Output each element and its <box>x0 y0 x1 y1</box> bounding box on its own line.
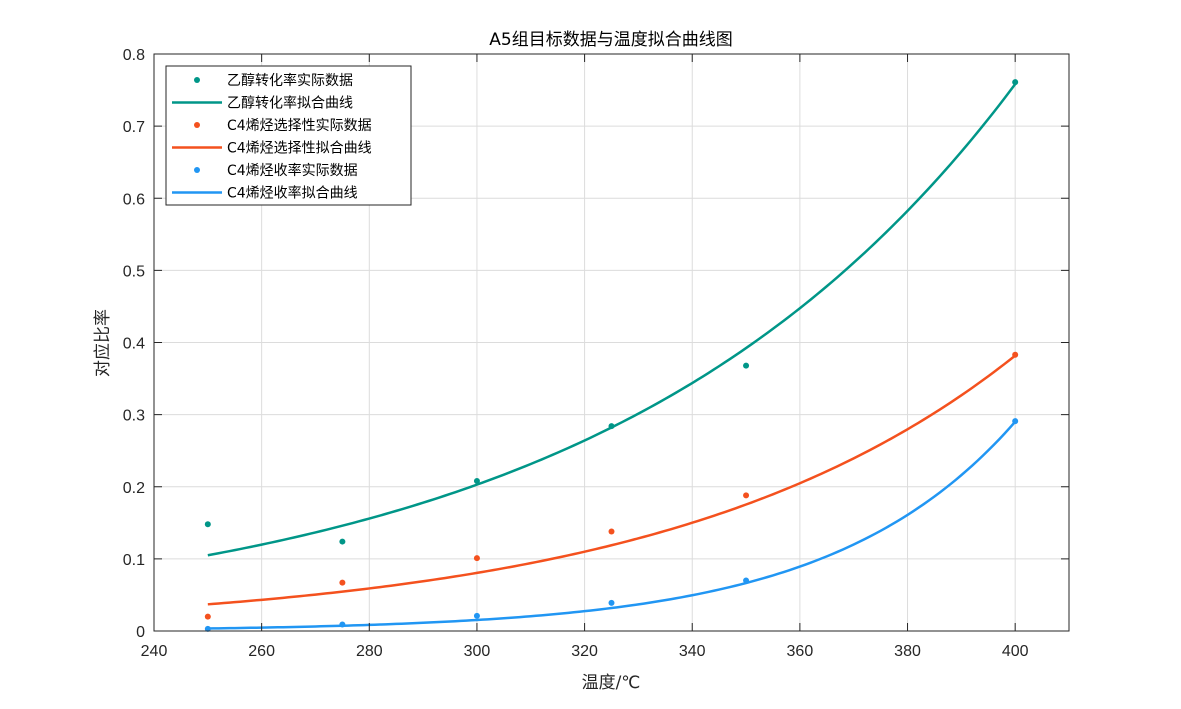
x-axis-title: 温度/℃ <box>582 673 641 693</box>
x-tick-label: 280 <box>356 643 383 660</box>
y-tick-label: 0.6 <box>123 191 145 208</box>
data-point-4-0 <box>204 625 211 632</box>
legend-label: C4烯烃收率拟合曲线 <box>227 185 358 202</box>
legend-box <box>165 65 412 206</box>
data-points <box>204 79 1019 632</box>
fit-line-3 <box>207 354 1016 606</box>
x-tick-label: 240 <box>141 643 168 660</box>
data-point-4-3 <box>608 599 615 606</box>
data-point-2-1 <box>339 579 346 586</box>
y-tick-label: 0.1 <box>123 552 145 569</box>
x-tick-label: 300 <box>464 643 491 660</box>
x-tick-label: 380 <box>894 643 921 660</box>
y-axis-ticks: 0 0.1 0.2 0.3 0.4 0.5 0.6 0.7 0.8 <box>123 47 1069 641</box>
y-tick-label: 0.8 <box>123 47 145 64</box>
legend-label: C4烯烃选择性实际数据 <box>227 118 372 134</box>
y-tick-label: 0.3 <box>123 408 145 425</box>
data-point-4-1 <box>339 621 346 628</box>
data-point-4-4 <box>743 577 750 584</box>
data-point-4-5 <box>1012 418 1019 425</box>
data-point-4-2 <box>473 612 480 619</box>
y-tick-label: 0.2 <box>123 480 145 497</box>
data-point-0-4 <box>743 362 750 369</box>
data-point-2-2 <box>473 555 480 562</box>
data-point-2-5 <box>1012 351 1019 358</box>
data-point-0-1 <box>339 538 346 545</box>
data-point-2-3 <box>608 528 615 535</box>
y-tick-label: 0.5 <box>123 263 145 280</box>
x-tick-label: 360 <box>787 643 814 660</box>
x-tick-label: 260 <box>248 643 275 660</box>
legend-label: 乙醇转化率拟合曲线 <box>227 95 353 112</box>
x-tick-label: 340 <box>679 643 706 660</box>
data-point-0-5 <box>1012 79 1019 86</box>
data-point-0-3 <box>608 423 615 430</box>
legend-point-swatch <box>194 122 200 128</box>
y-tick-label: 0.7 <box>123 119 145 136</box>
data-point-0-0 <box>204 521 211 528</box>
x-axis-ticks: 240 260 280 300 320 340 360 380 400 <box>141 54 1029 660</box>
x-tick-label: 320 <box>571 643 598 660</box>
legend-label: C4烯烃收率实际数据 <box>227 162 358 179</box>
data-point-2-0 <box>204 613 211 620</box>
legend-label: C4烯烃选择性拟合曲线 <box>227 141 372 157</box>
data-point-2-4 <box>743 492 750 499</box>
y-axis-title: 对应比率 <box>93 309 113 377</box>
x-tick-label: 400 <box>1002 643 1029 660</box>
y-tick-label: 0.4 <box>123 336 145 353</box>
data-point-0-2 <box>473 477 480 484</box>
legend-point-swatch <box>194 167 200 173</box>
legend-point-swatch <box>194 77 200 83</box>
y-tick-label: 0 <box>136 624 145 641</box>
legend-label: 乙醇转化率实际数据 <box>227 72 353 89</box>
chart-title: A5组目标数据与温度拟合曲线图 <box>489 30 732 50</box>
